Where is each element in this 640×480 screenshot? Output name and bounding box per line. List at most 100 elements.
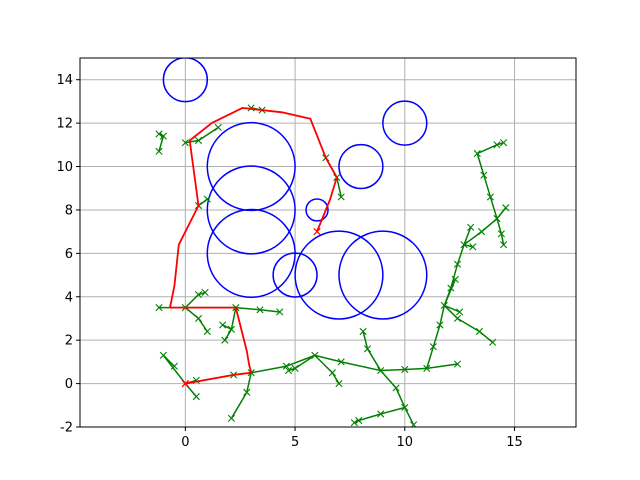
tree-node-marker <box>469 243 477 251</box>
axes-background <box>80 58 576 427</box>
tree-nodes-layer <box>155 104 510 427</box>
tree-edge <box>336 177 342 198</box>
tree-node-marker <box>284 366 293 375</box>
path-endpoint-marker <box>181 379 189 388</box>
tree-edge <box>158 135 165 152</box>
tree-edge <box>439 305 446 326</box>
tree-edge <box>496 218 503 235</box>
tree-node-marker <box>401 365 409 374</box>
tree-node-marker <box>502 204 510 212</box>
tree-edge <box>457 317 480 333</box>
tree-node-marker <box>499 139 508 147</box>
tree-node-marker <box>392 384 400 392</box>
tree-edge <box>362 331 369 350</box>
tree-edge <box>395 387 406 408</box>
tree-edge <box>463 243 474 248</box>
tree-edge <box>235 306 261 311</box>
tree-edge <box>404 407 415 426</box>
x-tick-label: 15 <box>506 435 523 450</box>
tree-edge <box>404 367 427 371</box>
tree-node-marker <box>219 321 227 329</box>
tree-node-marker <box>201 288 209 297</box>
axes-frame <box>79 57 577 428</box>
tree-node-marker <box>194 314 203 323</box>
tree-node-marker <box>256 306 264 314</box>
tree-node-marker <box>170 362 178 370</box>
tree-node-marker <box>227 414 236 422</box>
tree-edge <box>230 307 237 330</box>
tree-edge <box>426 346 435 369</box>
tree-node-marker <box>243 388 251 396</box>
tree-node-marker <box>493 141 501 149</box>
tree-edge <box>341 361 381 372</box>
tree-node-marker <box>159 351 167 359</box>
tree-node-marker <box>311 351 319 359</box>
axis-ticks: 0 5 10 15 -2 0 2 4 6 8 10 12 14 <box>56 73 522 450</box>
tree-node-marker <box>478 228 486 236</box>
tree-edge <box>456 244 465 265</box>
tree-edge <box>380 368 405 372</box>
tree-node-marker <box>475 327 484 336</box>
tree-node-marker <box>453 314 462 323</box>
tree-node-marker <box>203 195 211 203</box>
y-tick-label: 6 <box>65 247 73 262</box>
tree-edge <box>294 354 316 370</box>
tree-node-marker <box>493 215 501 223</box>
tree-node-marker <box>423 364 431 372</box>
tree-node-marker <box>192 393 200 401</box>
tree-node-marker <box>335 379 343 388</box>
tree-edge <box>483 174 492 198</box>
obstacle-circle <box>305 198 329 222</box>
tree-node-marker <box>337 358 345 366</box>
tree-node-marker <box>460 241 468 249</box>
tree-edge <box>230 391 248 419</box>
tree-edge <box>444 304 460 313</box>
tree-node-marker <box>377 366 385 375</box>
tree-node-marker <box>499 241 508 249</box>
tree-node-marker <box>328 369 336 377</box>
tree-node-marker <box>194 136 203 145</box>
obstacle-circle <box>206 165 296 255</box>
tree-node-marker <box>377 410 385 418</box>
obstacle-circle <box>272 252 318 298</box>
tree-node-marker <box>429 343 437 351</box>
y-tick-label: -2 <box>60 421 73 436</box>
obstacles-layer <box>162 58 428 320</box>
tree-node-marker <box>489 338 497 346</box>
tree-node-marker <box>194 291 203 299</box>
tree-edge <box>286 354 316 367</box>
obstacle-circle <box>206 121 296 212</box>
tree-edge <box>463 227 472 245</box>
y-tick-label: 0 <box>65 377 73 392</box>
tree-node-marker <box>456 308 464 316</box>
tree-edge <box>450 264 459 289</box>
tree-edge <box>198 126 219 142</box>
tree-edge <box>380 406 406 415</box>
obstacle-circle <box>338 143 384 190</box>
tree-node-marker <box>497 230 505 238</box>
tree-node-marker <box>355 416 363 425</box>
tree-node-marker <box>451 275 459 283</box>
tree-node-marker <box>436 321 444 329</box>
tree-node-marker <box>363 345 372 353</box>
x-tick-label: 0 <box>181 435 189 450</box>
tree-edge <box>476 144 498 155</box>
tree-node-marker <box>359 327 367 336</box>
tree-edge <box>443 279 456 306</box>
tree-edge <box>358 413 381 422</box>
tree-node-marker <box>337 193 345 201</box>
tree-edge <box>500 233 505 245</box>
tree-node-marker <box>467 223 475 231</box>
y-tick-label: 8 <box>65 203 73 218</box>
tree-node-marker <box>453 360 462 368</box>
tree-node-marker <box>155 130 163 138</box>
y-tick-label: 12 <box>56 117 73 132</box>
tree-node-marker <box>247 104 255 112</box>
tree-node-marker <box>181 139 189 147</box>
tree-edge <box>426 363 458 370</box>
tree-node-marker <box>276 308 284 316</box>
tree-node-marker <box>401 403 409 412</box>
tree-edge <box>162 354 186 385</box>
tree-node-marker <box>203 327 211 336</box>
